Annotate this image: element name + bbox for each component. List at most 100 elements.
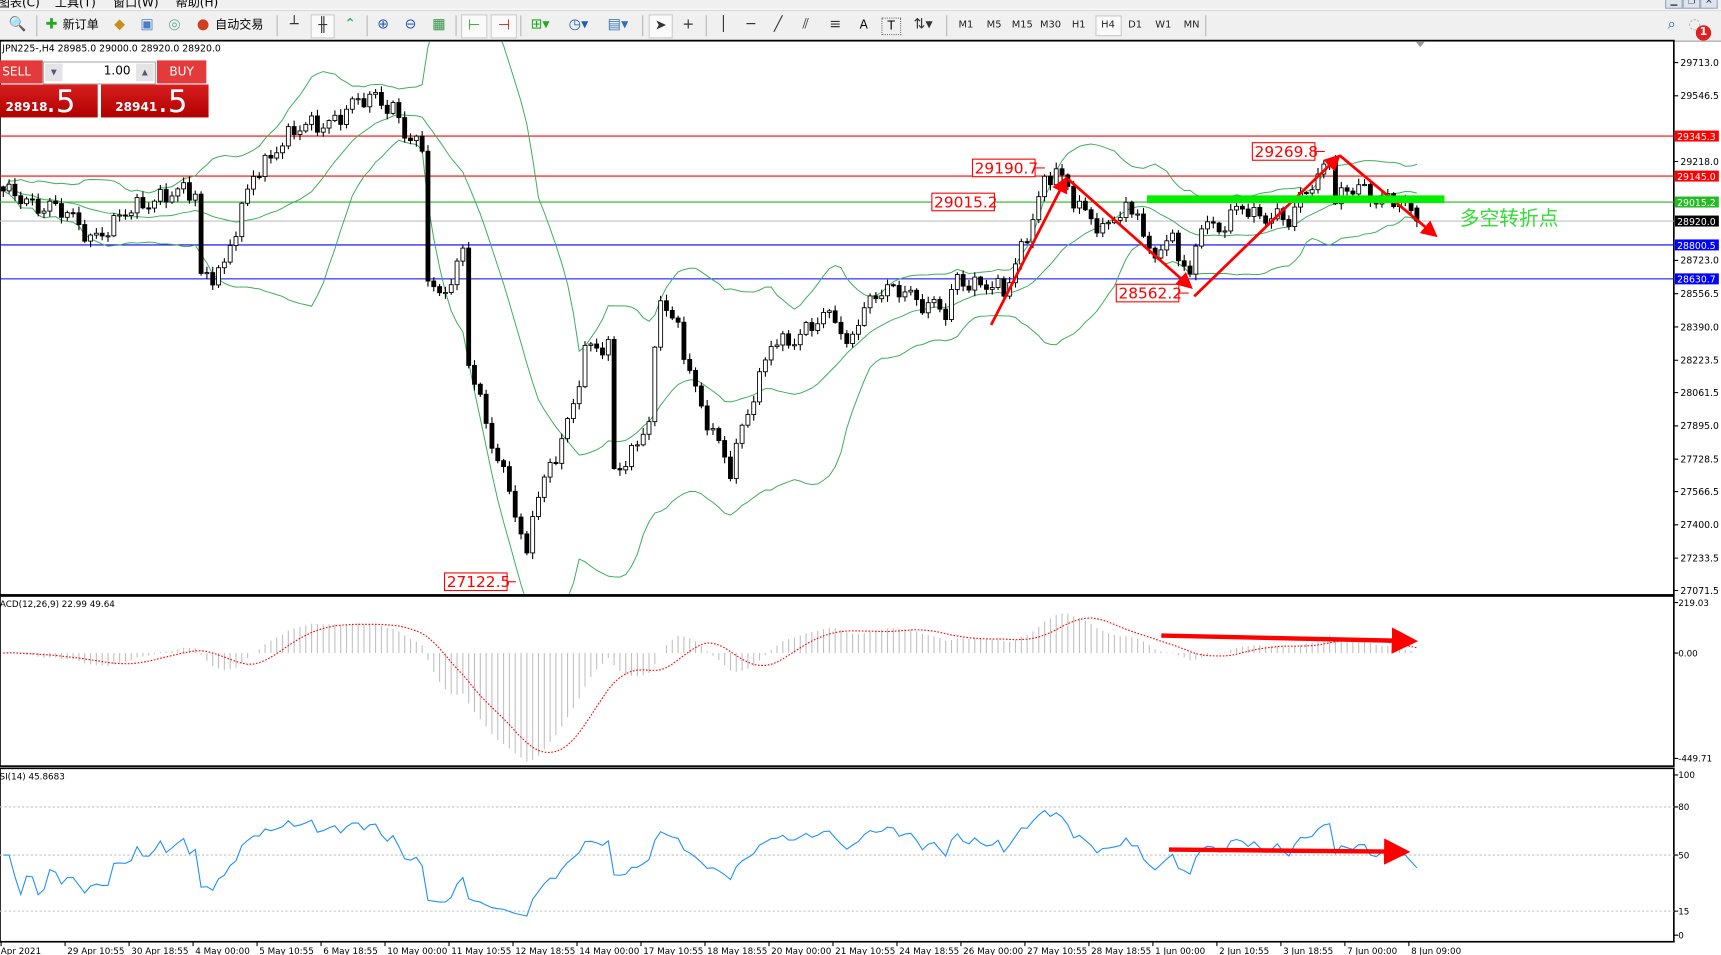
price-label-box[interactable]	[971, 158, 1036, 178]
menu-chart[interactable]: 图表(C)	[0, 0, 40, 10]
indicators-icon[interactable]: ⊞▾	[530, 16, 550, 33]
candle-bear	[809, 322, 815, 331]
sell-price-frac: .5	[46, 83, 76, 120]
cursor-icon[interactable]: ➤	[648, 14, 673, 39]
crosshair-icon[interactable]: +	[682, 16, 695, 33]
candle-bear	[704, 405, 710, 431]
candle-bear	[832, 310, 838, 323]
red-trend-arrow[interactable]	[1168, 838, 1411, 865]
fibonacci-icon[interactable]: ≡	[829, 16, 842, 33]
horizontal-line-icon[interactable]: ─	[746, 16, 756, 33]
lot-increase-button[interactable]: ▲	[136, 63, 154, 82]
text-label-tool[interactable]: T	[881, 17, 902, 36]
pivot-zone-bar[interactable]	[1146, 195, 1445, 204]
red-trend-arrow[interactable]	[1161, 627, 1419, 654]
auto-trading-icon[interactable]: ●	[196, 16, 210, 33]
bar-chart-icon[interactable]: ┴	[289, 16, 299, 33]
lot-size-input[interactable]: ▼ 1.00 ▲	[42, 61, 156, 85]
menu-help[interactable]: 帮助(H)	[175, 0, 219, 10]
periods-clock-icon[interactable]: ◷▾	[568, 16, 589, 33]
candle-bear	[1257, 206, 1263, 217]
chart-zoom-icon[interactable]: 🔍	[8, 16, 27, 33]
price-label-box[interactable]	[931, 192, 995, 212]
price-label-box[interactable]	[1251, 142, 1316, 161]
templates-icon[interactable]: ▤▾	[607, 16, 629, 33]
candle-bull	[117, 214, 123, 217]
price-label-box[interactable]	[443, 572, 508, 592]
price-label-box[interactable]	[1115, 283, 1180, 303]
buy-button[interactable]: BUY	[156, 60, 207, 84]
time-axis-label: 29 Apr 10:55	[67, 947, 124, 955]
restore-button[interactable]: ❐	[1682, 0, 1701, 9]
market-watch-icon[interactable]: ▣	[140, 16, 154, 33]
arrows-icon[interactable]: ⇅▾	[913, 16, 933, 33]
candle-bear	[361, 98, 367, 108]
period-h1[interactable]: H1	[1071, 19, 1086, 31]
tile-windows-icon[interactable]: ▦	[432, 16, 446, 33]
red-trend-arrow[interactable]	[989, 176, 1068, 326]
new-order-icon[interactable]: ✚	[45, 16, 58, 33]
vertical-line-icon[interactable]: │	[719, 16, 728, 33]
price-label-text: 29190.7	[975, 159, 1039, 177]
candle-bear	[890, 284, 896, 287]
auto-trading-button[interactable]: 自动交易	[215, 17, 264, 32]
gold-diamond-icon[interactable]: ◆	[114, 16, 126, 33]
notification-badge[interactable]: 1	[1695, 25, 1712, 41]
zoom-out-icon[interactable]: ⊖	[404, 16, 417, 33]
candle-bear	[425, 150, 431, 282]
red-trend-arrow[interactable]	[1339, 154, 1438, 238]
zoom-in-icon[interactable]: ⊕	[377, 16, 390, 33]
chart-shift-icon[interactable]: ⊣	[490, 14, 517, 39]
autoscroll-icon[interactable]: ⊢	[460, 14, 488, 39]
period-h4[interactable]: H4	[1094, 15, 1122, 37]
candle-bull	[1315, 173, 1321, 191]
time-axis-label: 30 Apr 18:55	[131, 947, 188, 955]
level-price-label: 28920.0	[1677, 217, 1716, 228]
lot-decrease-button[interactable]: ▼	[45, 63, 63, 82]
red-trend-arrow[interactable]	[1193, 154, 1341, 298]
candle-bear	[1088, 209, 1094, 220]
sell-price-box[interactable]: 28918 .5	[0, 83, 98, 120]
search-icon[interactable]: ⌕	[1667, 16, 1676, 33]
close-button[interactable]: ✕	[1700, 0, 1718, 9]
candle-bear	[402, 117, 408, 139]
candle-bull	[24, 198, 29, 205]
period-m30[interactable]: M30	[1039, 19, 1062, 31]
period-m5[interactable]: M5	[986, 19, 1002, 31]
buy-price-box[interactable]: 28941 .5	[100, 83, 209, 120]
candle-bear	[594, 343, 600, 349]
candle-bear	[669, 310, 675, 319]
candle-bull	[1036, 196, 1042, 221]
candle-bear	[1216, 222, 1222, 233]
period-m1[interactable]: M1	[958, 19, 974, 31]
trendline-icon[interactable]: ╱	[773, 16, 783, 33]
menu-window[interactable]: 窗口(W)	[113, 0, 159, 10]
signals-icon[interactable]: ◎	[168, 16, 181, 33]
time-axis-label: 6 May 18:55	[323, 947, 378, 955]
candle-bear	[873, 295, 879, 300]
sell-button[interactable]: SELL	[0, 60, 43, 84]
lot-value[interactable]: 1.00	[103, 63, 131, 78]
equidistant-channel-icon[interactable]: ⫽	[802, 16, 809, 33]
candle-bear	[1082, 200, 1088, 211]
text-tool[interactable]: A	[859, 17, 868, 32]
period-d1[interactable]: D1	[1128, 19, 1143, 31]
period-m15[interactable]: M15	[1011, 19, 1033, 31]
candle-bear	[472, 364, 477, 385]
menu-tools[interactable]: 工具(T)	[54, 0, 96, 10]
time-axis-label: 4 May 00:00	[195, 947, 250, 955]
chart-shift-marker[interactable]	[1415, 41, 1425, 48]
candle-bull	[1164, 240, 1170, 251]
new-order-button[interactable]: 新订单	[62, 17, 99, 32]
red-trend-arrow[interactable]	[1067, 177, 1193, 290]
line-chart-icon[interactable]: ⌃	[344, 16, 357, 33]
period-w1[interactable]: W1	[1155, 19, 1172, 31]
period-mn[interactable]: MN	[1183, 19, 1200, 31]
candle-bear	[187, 182, 192, 201]
candle-bear	[1001, 278, 1007, 297]
price-axis-label: 27400.0	[1680, 520, 1719, 531]
minimize-button[interactable]: ▁	[1665, 0, 1683, 9]
candlestick-icon[interactable]: ╫	[310, 14, 335, 39]
